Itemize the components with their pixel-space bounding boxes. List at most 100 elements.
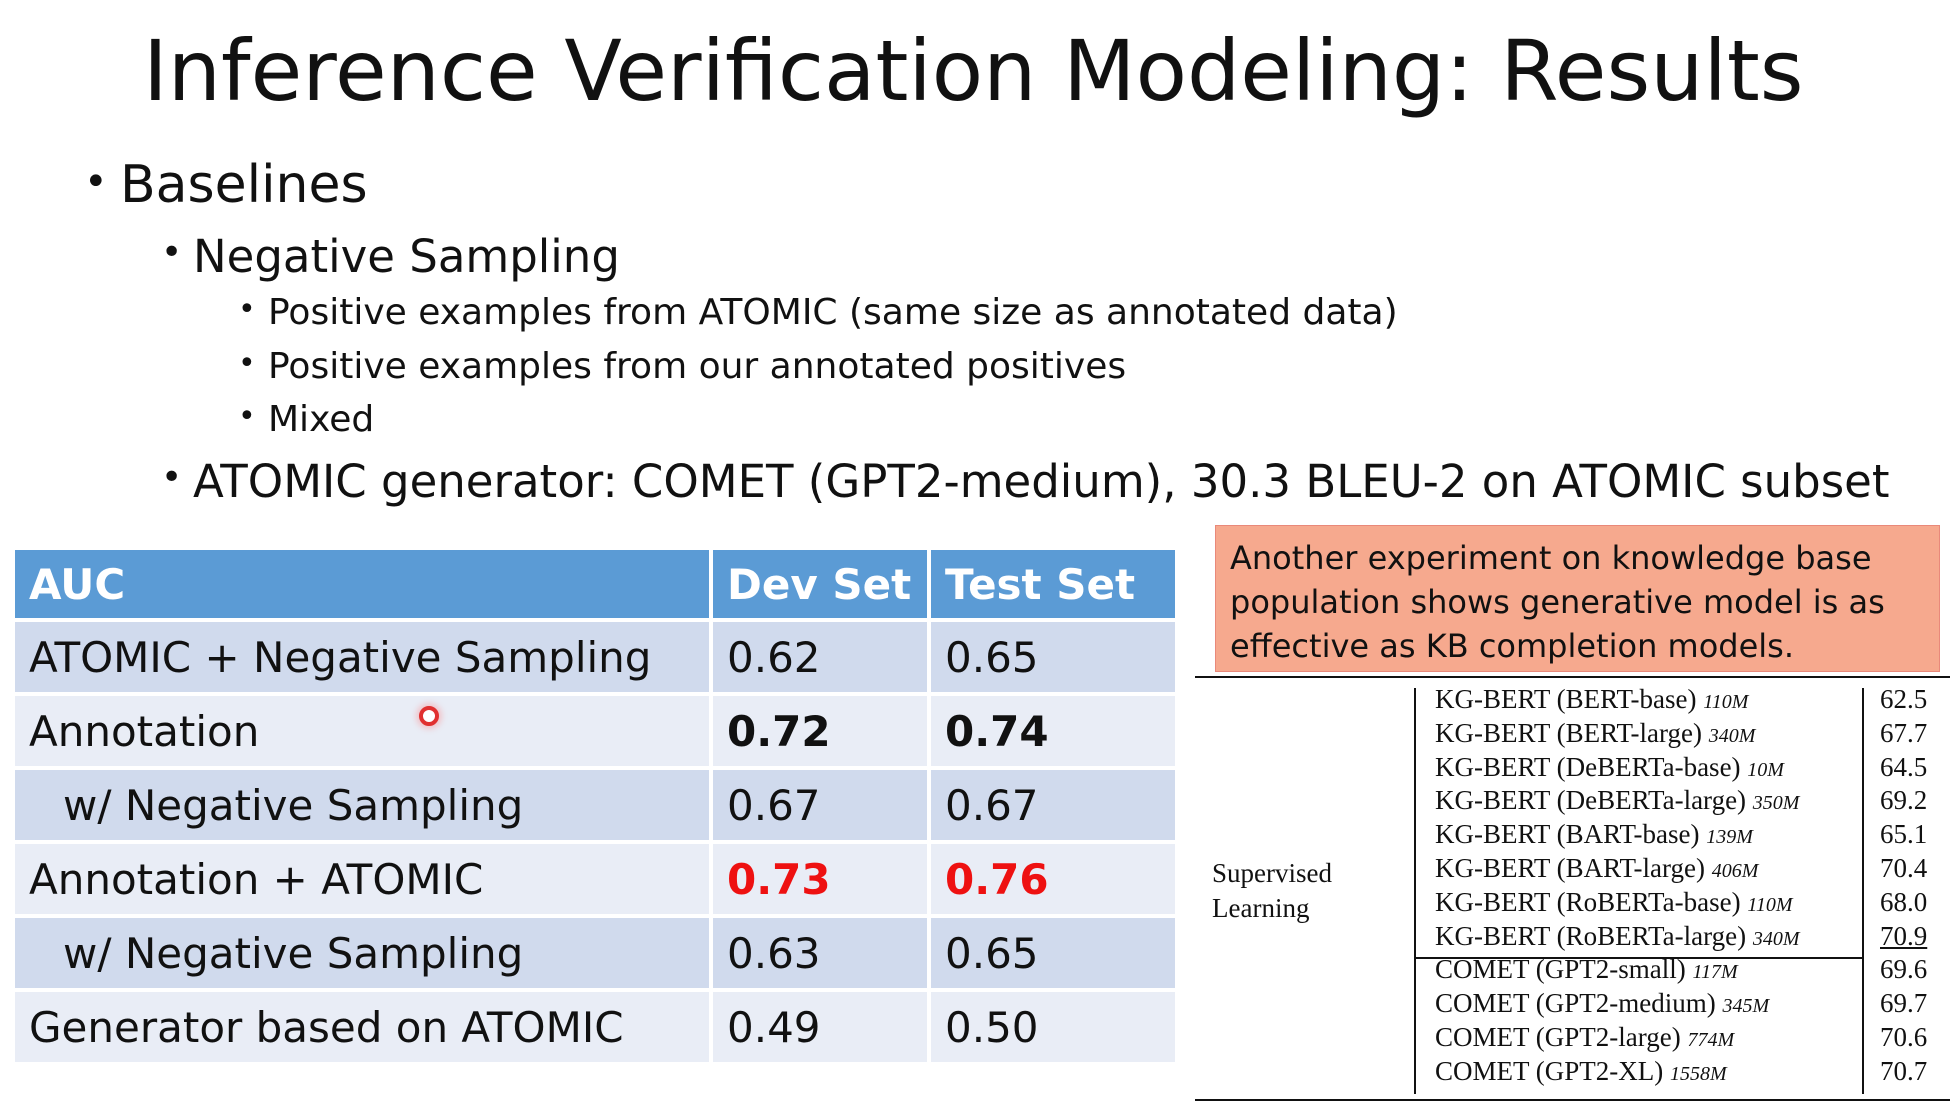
model-name: KG-BERT (BART-large)	[1435, 853, 1705, 883]
model-size: 117M	[1692, 961, 1738, 984]
test-value-best: 0.76	[931, 844, 1179, 918]
model-name: KG-BERT (DeBERTa-base)	[1435, 751, 1741, 782]
bullet-text: Negative Sampling	[193, 230, 620, 283]
bullet-text: Baselines	[120, 155, 368, 215]
model-size: 350M	[1752, 792, 1800, 815]
kb-table-row: KG-BERT (BART-base) 139M	[1435, 819, 1753, 850]
score-value: 67.7	[1880, 717, 1928, 748]
score-value: 65.1	[1880, 819, 1928, 850]
bullet-dot-icon: •	[238, 292, 256, 327]
kb-table-row: KG-BERT (DeBERTa-base) 10M	[1435, 752, 1784, 783]
bullet-neg-item-2: • Positive examples from our annotated p…	[238, 346, 1127, 387]
model-name: KG-BERT (BART-base)	[1435, 819, 1700, 850]
bullet-dot-icon: •	[161, 232, 183, 273]
kb-population-table: Supervised Learning KG-BERT (BERT-base) …	[1195, 676, 1950, 1101]
group-label: Supervised Learning	[1212, 856, 1332, 926]
model-size: 406M	[1711, 860, 1759, 882]
header-test-set: Test Set	[931, 550, 1179, 622]
kb-table-row: COMET (GPT2-large) 774M	[1435, 1022, 1734, 1053]
model-name: COMET (GPT2-XL)	[1435, 1055, 1664, 1086]
model-size: 345M	[1722, 995, 1770, 1018]
model-name: KG-BERT (BERT-base)	[1435, 684, 1697, 714]
bullet-negative-sampling: • Negative Sampling	[161, 230, 620, 283]
slide-title: Inference Verification Modeling: Results	[143, 22, 1804, 120]
row-label: Generator based on ATOMIC	[15, 992, 713, 1066]
table-divider	[1414, 688, 1416, 1094]
model-size: 1558M	[1669, 1062, 1727, 1085]
model-name: KG-BERT (BERT-large)	[1435, 717, 1702, 748]
dev-value: 0.63	[713, 918, 931, 992]
score-value: 70.9	[1880, 920, 1928, 951]
model-name: COMET (GPT2-small)	[1435, 954, 1686, 985]
model-name: KG-BERT (RoBERTa-large)	[1435, 920, 1747, 951]
dev-value: 0.72	[713, 696, 931, 770]
table-header-row: AUC Dev Set Test Set	[15, 550, 1179, 622]
bullet-neg-item-3: • Mixed	[238, 399, 375, 440]
bullet-text: Mixed	[268, 399, 375, 440]
score-value: 70.6	[1880, 1022, 1928, 1052]
table-row: Annotation 0.72 0.74	[15, 696, 1179, 770]
table-row: Annotation + ATOMIC 0.73 0.76	[15, 844, 1179, 918]
score-value: 69.6	[1880, 954, 1928, 985]
model-name: KG-BERT (RoBERTa-base)	[1435, 886, 1741, 917]
model-name: KG-BERT (DeBERTa-large)	[1435, 785, 1747, 816]
dev-value: 0.49	[713, 992, 931, 1066]
model-size: 110M	[1747, 893, 1793, 916]
model-size: 340M	[1752, 927, 1800, 950]
dev-value: 0.67	[713, 770, 931, 844]
model-size: 110M	[1703, 691, 1749, 713]
kb-table-row: KG-BERT (RoBERTa-large) 340M	[1435, 921, 1800, 952]
bullet-dot-icon: •	[84, 159, 108, 205]
group-label-line-1: Supervised	[1212, 858, 1332, 888]
table-top-rule	[1195, 676, 1950, 678]
header-dev-set: Dev Set	[713, 550, 931, 622]
bullet-neg-item-1: • Positive examples from ATOMIC (same si…	[238, 292, 1398, 333]
bullet-dot-icon: •	[238, 346, 256, 381]
bullet-generator: • ATOMIC generator: COMET (GPT2-medium),…	[161, 455, 1890, 508]
model-name: COMET (GPT2-medium)	[1435, 988, 1716, 1019]
table-mid-rule	[1414, 957, 1862, 959]
score-value: 64.5	[1880, 751, 1928, 782]
row-label: ATOMIC + Negative Sampling	[15, 622, 713, 696]
bullet-text: Positive examples from ATOMIC (same size…	[268, 292, 1398, 333]
score-value: 68.0	[1880, 886, 1928, 917]
row-label: w/ Negative Sampling	[15, 770, 713, 844]
auc-results-table: AUC Dev Set Test Set ATOMIC + Negative S…	[15, 550, 1179, 1066]
kb-table-row: KG-BERT (DeBERTa-large) 350M	[1435, 785, 1799, 816]
model-size: 10M	[1747, 758, 1784, 781]
table-row: Generator based on ATOMIC 0.49 0.50	[15, 992, 1179, 1066]
bullet-dot-icon: •	[161, 457, 183, 498]
callout-note: Another experiment on knowledge base pop…	[1215, 525, 1940, 672]
kb-table-row: KG-BERT (BART-large) 406M	[1435, 853, 1758, 884]
model-size: 774M	[1687, 1029, 1735, 1051]
test-value: 0.67	[931, 770, 1179, 844]
kb-table-row: COMET (GPT2-small) 117M	[1435, 954, 1738, 985]
score-value: 62.5	[1880, 684, 1928, 714]
row-label: Annotation + ATOMIC	[15, 844, 713, 918]
bullet-text: ATOMIC generator: COMET (GPT2-medium), 3…	[193, 455, 1890, 508]
bullet-dot-icon: •	[238, 399, 256, 434]
test-value: 0.50	[931, 992, 1179, 1066]
pointer-cursor-icon	[419, 706, 439, 726]
test-value: 0.65	[931, 622, 1179, 696]
kb-table-row: COMET (GPT2-medium) 345M	[1435, 988, 1769, 1019]
model-size: 139M	[1706, 826, 1753, 849]
kb-table-row: COMET (GPT2-XL) 1558M	[1435, 1056, 1727, 1087]
score-value: 70.7	[1880, 1055, 1928, 1086]
model-size: 340M	[1708, 724, 1756, 747]
table-divider	[1862, 688, 1864, 1094]
kb-table-row: KG-BERT (BERT-large) 340M	[1435, 718, 1755, 749]
table-row: w/ Negative Sampling 0.67 0.67	[15, 770, 1179, 844]
bullet-text: Positive examples from our annotated pos…	[268, 346, 1127, 387]
row-label: Annotation	[15, 696, 713, 770]
bullet-baselines: • Baselines	[84, 155, 368, 215]
dev-value-best: 0.73	[713, 844, 931, 918]
header-auc: AUC	[15, 550, 713, 622]
score-value: 70.4	[1880, 853, 1928, 883]
group-label-line-2: Learning	[1212, 893, 1310, 923]
table-row: ATOMIC + Negative Sampling 0.62 0.65	[15, 622, 1179, 696]
row-label: w/ Negative Sampling	[15, 918, 713, 992]
table-row: w/ Negative Sampling 0.63 0.65	[15, 918, 1179, 992]
kb-table-row: KG-BERT (BERT-base) 110M	[1435, 684, 1748, 715]
dev-value: 0.62	[713, 622, 931, 696]
